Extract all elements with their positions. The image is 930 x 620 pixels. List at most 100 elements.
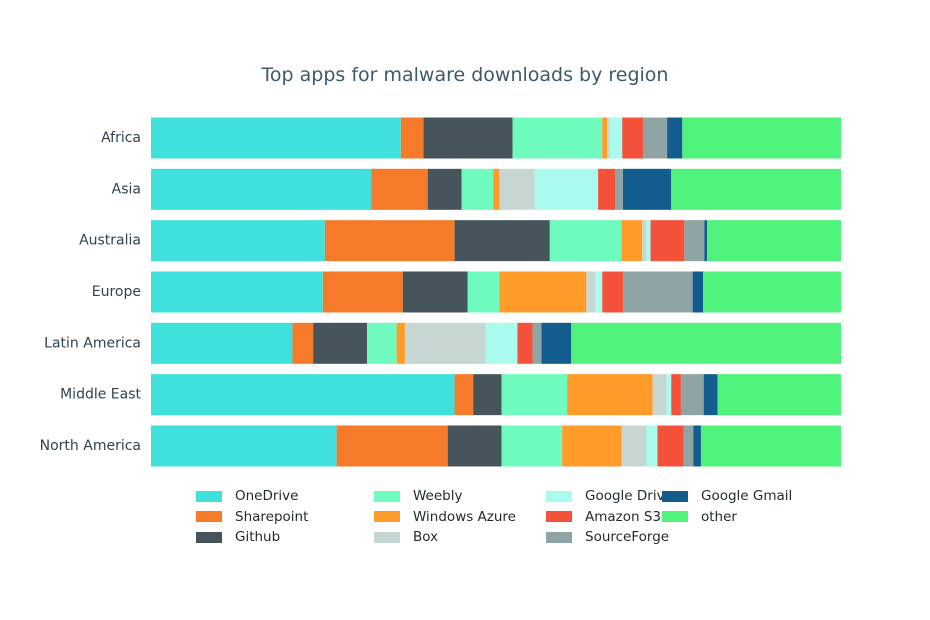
bar-segment-australia-other <box>707 220 841 262</box>
legend-item-other: other <box>662 507 737 527</box>
bar-segment-europe-weebly <box>467 271 500 313</box>
legend-item-google-drive: Google Drive <box>546 486 673 506</box>
bar-segment-middle-east-google-drive <box>666 374 672 416</box>
bar-segment-north-america-sharepoint <box>336 425 448 467</box>
bar-segment-europe-github <box>402 271 468 313</box>
legend-swatch <box>662 490 688 502</box>
bar-segment-north-america-google-drive <box>646 425 658 467</box>
bar-segment-latin-america-windows-azure <box>396 322 405 364</box>
bar-segment-middle-east-sharepoint <box>454 374 474 416</box>
legend-label: Weebly <box>413 488 463 504</box>
bar-segment-europe-google-drive <box>595 271 603 313</box>
y-axis-labels: Africa Asia Australia Europe Latin America Mi… <box>40 130 142 454</box>
y-tick-label: Asia <box>112 181 141 197</box>
bar-segment-africa-amazon-s3 <box>622 117 643 159</box>
bar-segment-asia-sharepoint <box>371 168 428 210</box>
bar-segment-north-america-github <box>447 425 502 467</box>
bar-segment-africa-google-drive <box>609 117 623 159</box>
legend-label: Google Gmail <box>701 488 793 504</box>
bar-segment-north-america-other <box>700 425 841 467</box>
bar-segment-latin-america-google-gmail <box>541 322 572 364</box>
bar-segment-asia-other <box>671 168 841 210</box>
bar-segment-latin-america-google-drive <box>485 322 518 364</box>
legend-swatch <box>196 531 222 543</box>
bar-segment-europe-sharepoint <box>322 271 403 313</box>
bar-segment-latin-america-sourceforge <box>532 322 542 364</box>
bar-segment-europe-onedrive <box>151 271 323 313</box>
legend-label: Google Drive <box>585 488 673 504</box>
bar-segment-middle-east-weebly <box>501 374 568 416</box>
legend-item-google-gmail: Google Gmail <box>662 486 792 506</box>
legend-item-box: Box <box>374 527 438 547</box>
bar-segment-latin-america-weebly <box>366 322 397 364</box>
bar-segment-australia-github <box>454 220 550 262</box>
bar-segment-middle-east-google-gmail <box>703 374 718 416</box>
bar-segment-asia-amazon-s3 <box>598 168 616 210</box>
legend-item-weebly: Weebly <box>374 486 462 506</box>
bar-segment-latin-america-amazon-s3 <box>517 322 533 364</box>
y-tick-label: Middle East <box>60 387 141 403</box>
legend-swatch <box>546 531 572 543</box>
legend-label: other <box>701 508 737 525</box>
legend-swatch <box>662 511 688 522</box>
bar-segment-europe-sourceforge <box>622 271 693 313</box>
bar-segment-australia-amazon-s3 <box>650 220 685 262</box>
bar-segment-latin-america-onedrive <box>151 322 293 364</box>
legend-label: Sharepoint <box>235 508 309 525</box>
bar-segment-europe-other <box>703 271 841 313</box>
bar-segment-africa-google-gmail <box>667 117 683 159</box>
bar-segment-europe-google-gmail <box>692 271 703 313</box>
bar-segment-australia-google-gmail <box>704 220 708 262</box>
bar-segment-australia-windows-azure <box>621 220 643 262</box>
bar-segment-africa-sourceforge <box>642 117 668 159</box>
bar-segment-asia-github <box>427 168 462 210</box>
legend-label: Amazon S3 <box>585 508 662 525</box>
bar-segment-europe-amazon-s3 <box>602 271 623 313</box>
bar-segment-latin-america-box <box>404 322 486 364</box>
bar-segment-europe-box <box>586 271 596 313</box>
bar-segment-latin-america-sharepoint <box>292 322 314 364</box>
bars-group <box>151 117 841 467</box>
legend-swatch <box>374 511 400 522</box>
legend-label: Github <box>235 529 281 545</box>
legend-item-onedrive: OneDrive <box>196 486 298 506</box>
bar-segment-asia-box <box>499 168 535 210</box>
legend-label: Windows Azure <box>413 508 516 525</box>
legend-swatch <box>196 511 222 522</box>
bar-segment-asia-windows-azure <box>493 168 500 210</box>
bar-segment-middle-east-github <box>473 374 502 416</box>
legend-swatch <box>374 531 400 543</box>
bar-segment-north-america-amazon-s3 <box>657 425 684 467</box>
bar-segment-australia-weebly <box>549 220 622 262</box>
chart-title: Top apps for malware downloads by region <box>261 64 669 86</box>
bar-segment-africa-windows-azure <box>602 117 608 159</box>
y-tick-label: Australia <box>79 233 141 249</box>
bar-segment-north-america-box <box>621 425 647 467</box>
bar-segment-north-america-windows-azure <box>562 425 622 467</box>
bar-segment-north-america-google-gmail <box>693 425 701 467</box>
legend-swatch <box>196 490 222 502</box>
bar-segment-australia-sharepoint <box>324 220 455 262</box>
bar-segment-africa-weebly <box>512 117 603 159</box>
bar-segment-middle-east-onedrive <box>151 374 455 416</box>
bar-segment-north-america-weebly <box>501 425 563 467</box>
bar-segment-asia-google-drive <box>534 168 599 210</box>
legend-item-windows-azure: Windows Azure <box>374 507 516 527</box>
bar-segment-australia-sourceforge <box>684 220 705 262</box>
bar-segment-middle-east-windows-azure <box>567 374 653 416</box>
legend-item-sharepoint: Sharepoint <box>196 507 308 527</box>
legend-item-github: Github <box>196 527 280 547</box>
bar-segment-middle-east-box <box>652 374 667 416</box>
bar-segment-africa-sharepoint <box>400 117 424 159</box>
legend-item-sourceforge: SourceForge <box>546 527 669 547</box>
legend-label: Box <box>413 529 439 545</box>
bar-segment-australia-google-drive <box>646 220 651 262</box>
bar-segment-latin-america-github <box>313 322 367 364</box>
bar-segment-africa-onedrive <box>151 117 401 159</box>
bar-segment-asia-sourceforge <box>615 168 623 210</box>
bar-segment-asia-google-gmail <box>622 168 672 210</box>
bar-segment-europe-windows-azure <box>499 271 587 313</box>
y-tick-label: Africa <box>101 130 141 146</box>
bar-segment-middle-east-amazon-s3 <box>671 374 681 416</box>
